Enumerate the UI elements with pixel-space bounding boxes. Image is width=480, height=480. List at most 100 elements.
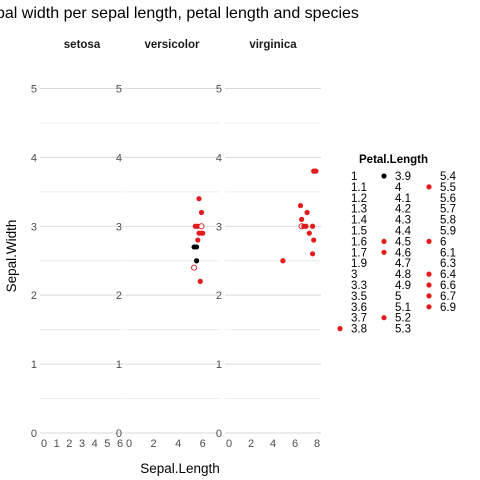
- data-point: [196, 196, 202, 202]
- legend-label: 1.2: [351, 193, 367, 205]
- data-point: [304, 209, 310, 216]
- legend-label: 3.5: [351, 291, 367, 303]
- y-tick-label: 0: [116, 428, 122, 440]
- data-point: [313, 168, 319, 174]
- chart-title: pal width per sepal length, petal length…: [0, 5, 359, 22]
- legend-label: 5.9: [440, 226, 456, 238]
- legend-label: 4.9: [395, 280, 411, 292]
- data-point: [198, 209, 205, 216]
- legend-label: 5.5: [440, 182, 456, 194]
- legend-label: 4.1: [395, 193, 411, 205]
- legend-label: 4: [395, 182, 402, 194]
- legend-label: 6.6: [440, 280, 456, 292]
- y-axis-title: Sepal.Width: [4, 220, 19, 293]
- legend-key: [426, 282, 432, 288]
- x-tick-label: 0: [41, 438, 47, 450]
- data-point: [197, 278, 203, 284]
- legend-label: 6.1: [440, 247, 456, 259]
- x-tick-label: 8: [314, 438, 320, 450]
- y-tick-label: 5: [31, 83, 37, 95]
- y-tick-label: 4: [31, 152, 37, 164]
- legend-label: 3.9: [395, 171, 411, 183]
- y-tick-label: 4: [216, 152, 222, 164]
- legend-label: 4.8: [395, 269, 411, 281]
- x-tick-label: 2: [66, 438, 72, 450]
- legend-label: 1.5: [351, 226, 367, 238]
- legend-label: 3: [351, 269, 357, 281]
- legend-label: 4.2: [395, 204, 411, 216]
- y-tick-label: 2: [216, 290, 222, 302]
- legend-label: 6.7: [440, 291, 456, 303]
- data-point: [280, 258, 286, 264]
- x-tick-label: 5: [104, 438, 110, 450]
- legend-label: 3.6: [351, 302, 367, 314]
- legend-label: 1.1: [351, 182, 367, 194]
- legend-label: 3.3: [351, 280, 367, 292]
- legend-key: [381, 238, 387, 244]
- facet-versicolor: versicolor 0 1 2 3 4 5 0 2 4 6: [116, 39, 219, 450]
- y-tick-label: 2: [116, 290, 122, 302]
- data-point: [200, 230, 206, 236]
- legend-label: 3.8: [351, 324, 367, 336]
- legend-label: 5.4: [440, 171, 457, 183]
- x-tick-label: 1: [54, 438, 60, 450]
- y-tick-label: 1: [31, 359, 37, 371]
- legend-label: 6.3: [440, 258, 456, 270]
- legend-label: 3.7: [351, 313, 367, 325]
- x-tick-label: 6: [117, 438, 123, 450]
- data-point: [306, 230, 312, 236]
- legend-label: 4.7: [395, 258, 411, 270]
- legend-label: 4.6: [395, 247, 411, 259]
- x-tick-label: 4: [270, 438, 276, 450]
- legend-title: Petal.Length: [359, 154, 428, 166]
- legend-label: 4.3: [395, 215, 411, 227]
- legend-label: 5.8: [440, 215, 456, 227]
- legend-key: [426, 184, 432, 190]
- legend-key: [426, 293, 432, 299]
- x-tick-label: 6: [292, 438, 298, 450]
- legend-label: 5.1: [395, 302, 411, 314]
- data-point: [297, 203, 304, 209]
- x-tick-label: 4: [92, 438, 98, 450]
- y-tick-label: 5: [116, 83, 122, 95]
- facet-strip-label: virginica: [249, 39, 297, 51]
- facet-strip-label: setosa: [64, 39, 101, 51]
- legend-key: [426, 271, 432, 277]
- y-tick-label: 2: [31, 290, 37, 302]
- legend-key: [381, 173, 387, 179]
- legend-label: 4.5: [395, 236, 411, 248]
- legend-label: 4.4: [395, 226, 412, 238]
- y-tick-label: 1: [216, 359, 222, 371]
- legend-key: [337, 326, 343, 332]
- legend-label: 5.7: [440, 204, 456, 216]
- x-tick-label: 2: [248, 438, 254, 450]
- x-tick-label: 3: [79, 438, 85, 450]
- data-point: [191, 244, 197, 250]
- legend-label: 6.4: [440, 269, 457, 281]
- legend-key: [426, 304, 432, 310]
- y-tick-label: 5: [216, 83, 222, 95]
- x-tick-label: 2: [151, 438, 157, 450]
- legend-key: [381, 249, 387, 255]
- legend-label: 6.9: [440, 302, 456, 314]
- y-tick-label: 3: [216, 221, 222, 233]
- legend-label: 5: [395, 291, 401, 303]
- x-tick-label: 0: [226, 438, 232, 450]
- x-tick-label: 4: [175, 438, 181, 450]
- data-point: [299, 216, 305, 222]
- facet-strip-label: versicolor: [145, 39, 200, 51]
- legend-label: 1.6: [351, 236, 367, 248]
- legend-label: 1.4: [351, 215, 368, 227]
- x-tick-label: 6: [200, 438, 206, 450]
- data-point: [310, 223, 316, 229]
- legend-label: 1: [351, 171, 357, 183]
- data-point: [198, 223, 205, 230]
- y-tick-label: 0: [31, 428, 37, 440]
- y-tick-label: 3: [31, 221, 37, 233]
- legend-key: [426, 238, 432, 244]
- legend-label: 5.2: [395, 313, 411, 325]
- legend-label: 1.3: [351, 204, 367, 216]
- x-tick-label: 0: [126, 438, 132, 450]
- data-point: [193, 258, 200, 264]
